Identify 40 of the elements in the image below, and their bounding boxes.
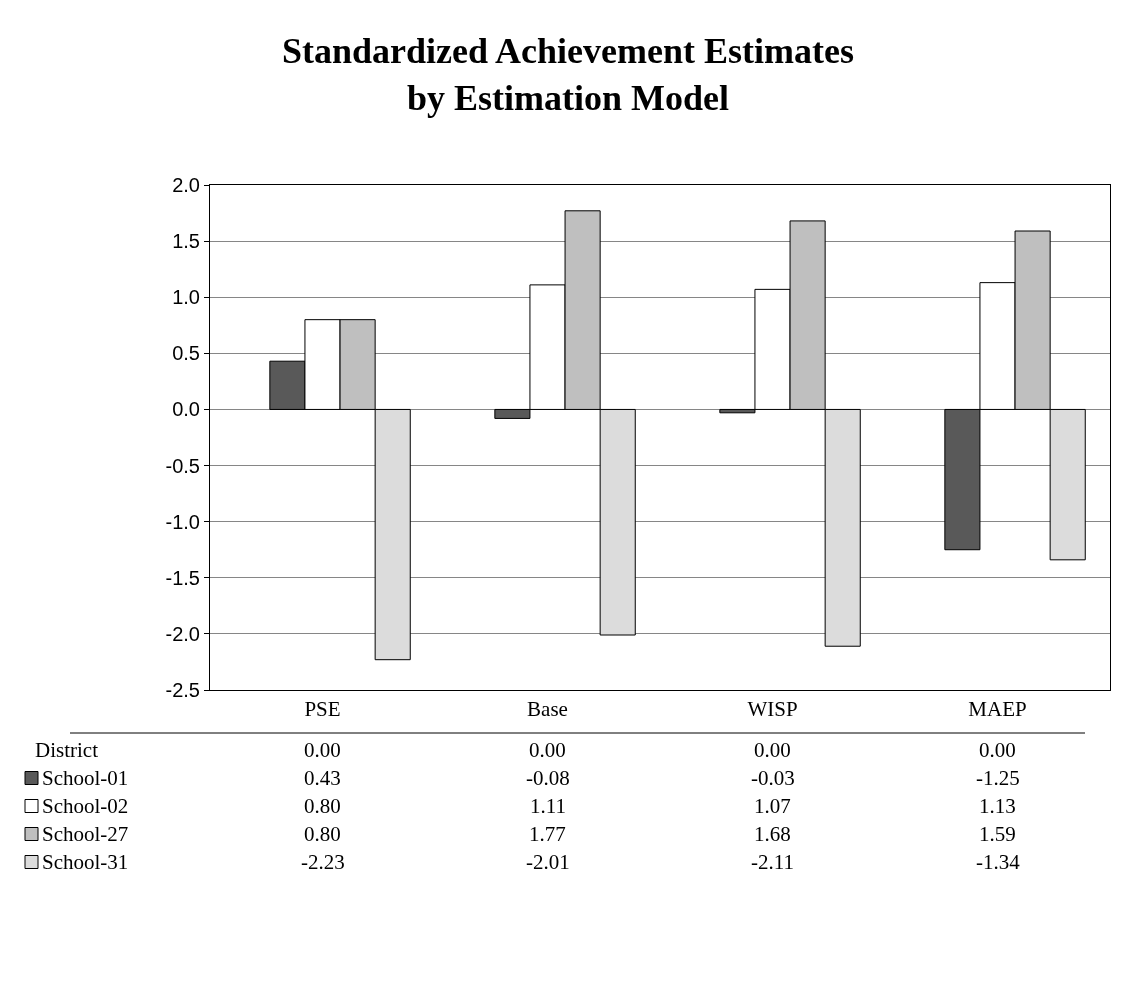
data-label: 0.00 — [529, 738, 566, 762]
data-label: -1.25 — [976, 766, 1020, 790]
data-label: 1.07 — [754, 794, 791, 818]
chart-title: Standardized Achievement Estimates by Estimation Model — [282, 31, 854, 118]
x-tick-label: MAEP — [968, 697, 1027, 722]
legend-label: School-01 — [42, 766, 129, 790]
data-label: 1.11 — [530, 794, 566, 818]
data-label: -0.03 — [751, 766, 795, 790]
data-label: -2.01 — [526, 850, 570, 874]
y-tick-label: 2.0 — [172, 174, 200, 196]
legend-label: School-31 — [42, 850, 129, 874]
text: District — [35, 738, 99, 762]
data-label: 1.13 — [979, 794, 1016, 818]
data-label: 1.68 — [754, 822, 791, 846]
x-tick-label: Base — [527, 697, 568, 722]
data-label: -1.34 — [976, 850, 1021, 874]
x-tick-label: PSE — [304, 697, 341, 722]
data-label: 0.00 — [304, 738, 341, 762]
data-label: 0.00 — [754, 738, 791, 762]
y-tick-label: -1.5 — [165, 566, 200, 589]
y-tick-label: -1.0 — [165, 510, 200, 533]
data-label: 0.43 — [304, 766, 341, 790]
data-label: -0.08 — [526, 766, 570, 790]
data-label: -2.11 — [751, 850, 794, 874]
legend-label: School-27 — [42, 822, 129, 846]
x-tick-label: WISP — [747, 697, 798, 722]
y-tick-label: 0.5 — [172, 342, 200, 365]
y-tick-label: 1.0 — [172, 286, 200, 309]
legend-label: School-02 — [42, 794, 129, 818]
data-label: 0.00 — [979, 738, 1016, 762]
data-label: 0.80 — [304, 822, 341, 846]
y-tick-label: -2.0 — [165, 622, 200, 645]
data-label: 1.77 — [529, 822, 566, 846]
data-label: 0.80 — [304, 794, 341, 818]
y-tick-label: 1.5 — [172, 230, 200, 253]
data-label: 1.59 — [979, 822, 1016, 846]
y-tick-label: 0.0 — [172, 398, 200, 421]
y-tick-label: -2.5 — [165, 679, 200, 701]
data-label: -2.23 — [301, 850, 345, 874]
y-tick-label: -0.5 — [165, 454, 200, 477]
